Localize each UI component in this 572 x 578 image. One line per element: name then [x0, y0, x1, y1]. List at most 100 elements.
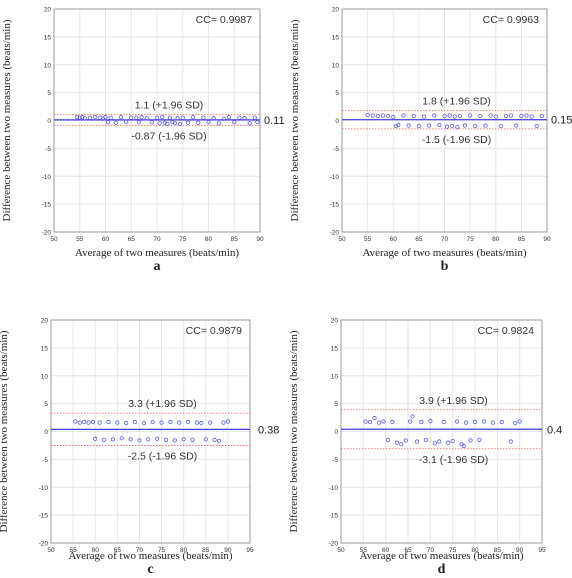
data-point [432, 113, 437, 118]
data-point [113, 120, 118, 125]
panel-a: 50 55 60 65 70 75 80 85 9020151050-5-10-15-201.1… [1, 7, 285, 275]
data-point [367, 419, 373, 425]
data-point [493, 114, 498, 119]
data-point [132, 419, 138, 425]
panel-d: 50 55 60 65 70 75 80 85 90 9520151050-5-10-15-203… [288, 318, 562, 578]
data-point [221, 116, 227, 121]
data-point [468, 438, 473, 443]
data-point [154, 115, 160, 120]
x-tick-label: 75 [449, 547, 457, 554]
data-point [247, 121, 252, 126]
panel-label: d [438, 562, 446, 577]
data-point [77, 115, 82, 120]
y-tick-label: 15 [44, 34, 52, 41]
x-tick-label: 80 [471, 547, 479, 554]
x-tick-label: 60 [390, 236, 398, 243]
mean-value-label: 0.4 [547, 424, 562, 436]
data-point [461, 443, 466, 449]
y-tick-label: 20 [44, 7, 52, 14]
x-tick-label: 60 [102, 236, 110, 243]
y-tick-label: -5 [42, 457, 48, 464]
data-point [237, 115, 242, 120]
data-point [432, 441, 437, 446]
y-tick-label: 15 [331, 345, 339, 352]
lower-loa-label: -2.5 (-1.96 SD) [128, 450, 197, 462]
data-point [115, 420, 120, 425]
x-tick-label: 55 [69, 547, 77, 554]
data-point [208, 420, 213, 425]
y-axis-label: Difference between two measures (beats/m… [289, 19, 301, 221]
data-point [406, 123, 411, 128]
data-point [97, 420, 102, 425]
data-point [517, 419, 522, 424]
data-point [194, 420, 200, 425]
data-point [473, 123, 478, 129]
data-point [75, 115, 80, 120]
data-point [444, 124, 450, 129]
data-point [403, 438, 408, 443]
y-tick-label: 5 [44, 401, 48, 408]
data-point [149, 120, 154, 125]
data-point [375, 113, 380, 119]
grid [53, 8, 261, 233]
data-point [124, 119, 129, 124]
x-tick-label: 85 [202, 547, 210, 554]
y-tick-label: -5 [332, 457, 338, 464]
x-tick-label: 55 [76, 236, 84, 243]
data-point [134, 115, 139, 120]
y-tick-label: 20 [331, 318, 339, 325]
data-point [225, 419, 230, 424]
data-points [365, 112, 544, 130]
cc-label: CC= 0.9987 [196, 14, 252, 26]
data-point [394, 440, 399, 445]
data-point [437, 439, 442, 444]
y-tick-label: 10 [44, 62, 52, 69]
data-point [468, 113, 473, 118]
data-point [414, 439, 420, 444]
data-point [146, 437, 151, 442]
data-point [455, 125, 460, 130]
data-point [372, 416, 377, 421]
data-point [483, 123, 488, 128]
data-point [399, 442, 404, 447]
data-point [227, 115, 232, 120]
data-point [508, 439, 513, 444]
y-tick-label: 10 [331, 373, 339, 380]
data-point [137, 438, 142, 443]
data-point [472, 419, 478, 425]
mean-value-label: 0.11 [264, 115, 285, 127]
data-point [124, 421, 129, 426]
y-tick-label: 15 [332, 34, 340, 41]
data-point [199, 421, 204, 426]
data-point [478, 113, 483, 119]
x-axis-label: Average of two measures (beats/min) [359, 550, 523, 562]
y-tick-label: 5 [47, 90, 51, 97]
data-point [390, 419, 395, 425]
grid [341, 8, 548, 233]
data-point [93, 436, 98, 441]
data-point [519, 113, 524, 119]
data-point [168, 419, 173, 425]
cc-label: CC= 0.9879 [186, 325, 242, 337]
y-tick-label: 10 [41, 373, 49, 380]
data-point [180, 115, 185, 120]
x-tick-label: 85 [518, 236, 526, 243]
data-point [119, 436, 124, 441]
upper-loa-label: 3.3 (+1.96 SD) [128, 398, 197, 410]
x-tick-label: 65 [114, 547, 122, 554]
data-point [488, 113, 493, 118]
x-tick-label: 70 [441, 236, 449, 243]
x-tick-label: 95 [246, 547, 254, 554]
data-point [450, 438, 455, 444]
data-point [87, 115, 93, 120]
y-tick-label: 0 [47, 118, 51, 125]
data-point [385, 437, 390, 442]
y-tick-label: 0 [334, 429, 338, 436]
data-point [106, 419, 111, 425]
data-point [428, 418, 433, 424]
y-tick-label: 5 [334, 401, 338, 408]
x-tick-label: 90 [516, 547, 524, 554]
x-tick-label: 65 [415, 236, 423, 243]
y-tick-label: 10 [332, 62, 340, 69]
